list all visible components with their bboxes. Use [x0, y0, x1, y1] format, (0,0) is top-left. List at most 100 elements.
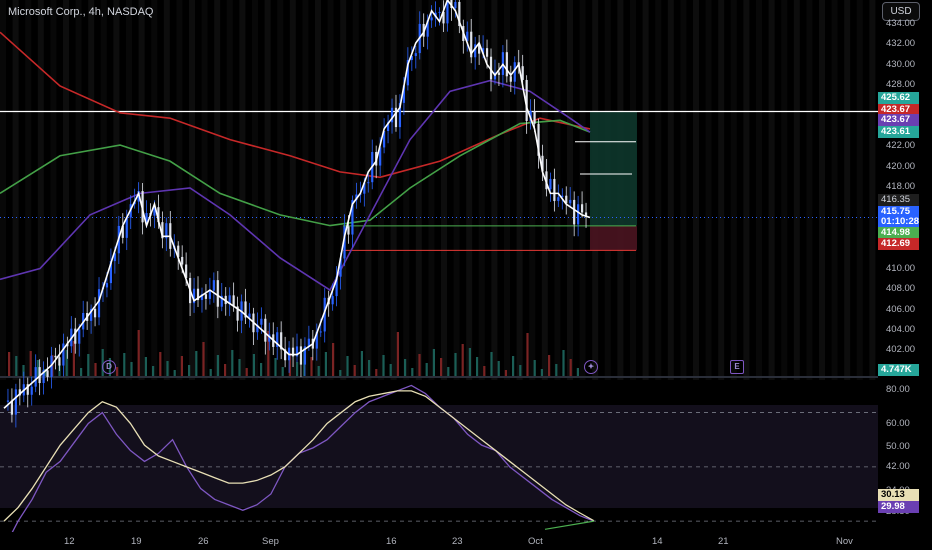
volume-bar	[425, 363, 428, 376]
candle-body	[165, 223, 168, 239]
candle-body	[244, 301, 247, 318]
time-axis-label: 23	[452, 536, 463, 547]
candle-body	[204, 294, 208, 299]
candle-body	[383, 130, 386, 148]
candle-body	[541, 155, 544, 172]
candle-body	[521, 66, 524, 80]
candle-body	[236, 306, 239, 321]
candle-body	[284, 349, 287, 361]
price-axis-label: 410.00	[886, 262, 916, 274]
price-axis-label: 430.00	[886, 58, 916, 70]
price-tag: 423.67	[878, 114, 919, 126]
volume-bar	[440, 358, 443, 376]
candle-body	[14, 389, 17, 415]
volume-bar	[468, 348, 471, 376]
volume-bar	[15, 356, 18, 376]
candle-body	[109, 261, 113, 284]
volume-bar	[324, 352, 327, 376]
session-band	[756, 0, 762, 532]
candle-body	[74, 328, 77, 344]
time-axis-label: 19	[131, 536, 142, 547]
price-tag: 01:10:28	[878, 216, 919, 228]
candle-body	[553, 178, 556, 202]
session-band	[327, 0, 334, 532]
session-band	[642, 0, 649, 532]
candle-body	[402, 85, 406, 103]
volume-bar	[576, 368, 579, 376]
candle-body	[196, 288, 200, 301]
candle-body	[390, 107, 394, 123]
price-axis-label: 418.00	[886, 181, 916, 193]
session-band	[667, 0, 674, 532]
candle-body	[200, 294, 204, 301]
candle-body	[406, 60, 409, 86]
volume-bar	[569, 359, 572, 376]
volume-bar	[454, 353, 457, 376]
session-band	[189, 0, 195, 532]
candle-body	[513, 62, 516, 82]
candle-body	[331, 296, 334, 305]
session-band	[0, 0, 6, 532]
candle-body	[458, 1, 461, 27]
session-band	[214, 0, 221, 532]
price-axis-label: 406.00	[886, 303, 916, 315]
volume-bar	[389, 364, 392, 376]
volume-bar	[512, 356, 515, 376]
session-band	[604, 0, 611, 532]
oscillator-tag: 30.13	[878, 489, 919, 501]
price-tag: 412.69	[878, 238, 919, 250]
volume-bar	[497, 361, 500, 376]
time-axis-label: 12	[64, 536, 75, 547]
candle-body	[557, 197, 560, 202]
symbol-title: Microsoft Corp., 4h, NASDAQ	[8, 6, 154, 18]
session-band	[264, 0, 271, 532]
price-tag: 415.75	[878, 206, 919, 218]
candle-body	[276, 332, 279, 347]
candle-body	[260, 318, 263, 325]
candle-body	[280, 332, 283, 350]
session-band	[138, 0, 145, 532]
time-axis-label: Oct	[528, 536, 543, 547]
price-tag: 414.98	[878, 227, 919, 239]
volume-bar	[360, 351, 363, 376]
session-band	[630, 0, 636, 532]
close-line	[3, 0, 591, 409]
session-band	[201, 0, 208, 532]
session-band	[239, 0, 246, 532]
candle-body	[264, 318, 267, 342]
volume-bar	[332, 343, 335, 376]
session-band	[718, 0, 725, 532]
candle-body	[153, 207, 156, 216]
candle-body	[256, 324, 259, 333]
volume-bar	[267, 331, 270, 376]
candle-body	[185, 264, 188, 279]
volume-bar	[548, 355, 551, 376]
time-axis-label: 14	[652, 536, 663, 547]
session-band	[579, 0, 586, 532]
dividend-event-marker-upcoming[interactable]: ✦	[584, 360, 598, 374]
candle-body	[470, 31, 473, 58]
candle-body	[426, 20, 429, 37]
candle-body	[394, 107, 398, 128]
candle-body	[573, 199, 576, 225]
candle-body	[537, 123, 540, 156]
dividend-event-marker[interactable]: D	[102, 360, 116, 374]
stop-zone	[590, 225, 637, 251]
candle-body	[386, 122, 390, 131]
candle-body	[307, 338, 310, 347]
currency-button[interactable]: USD	[882, 2, 920, 21]
candle-body	[339, 258, 342, 277]
session-band	[466, 0, 473, 532]
volume-bar	[202, 342, 205, 376]
session-band	[541, 0, 548, 532]
earnings-event-marker[interactable]: E	[730, 360, 744, 374]
ma-50-line	[0, 79, 591, 292]
session-band	[163, 0, 170, 532]
volume-bar	[375, 369, 378, 376]
session-band	[428, 0, 435, 532]
candle-body	[232, 295, 235, 307]
candle-body	[577, 204, 580, 225]
volume-bar	[166, 361, 169, 376]
